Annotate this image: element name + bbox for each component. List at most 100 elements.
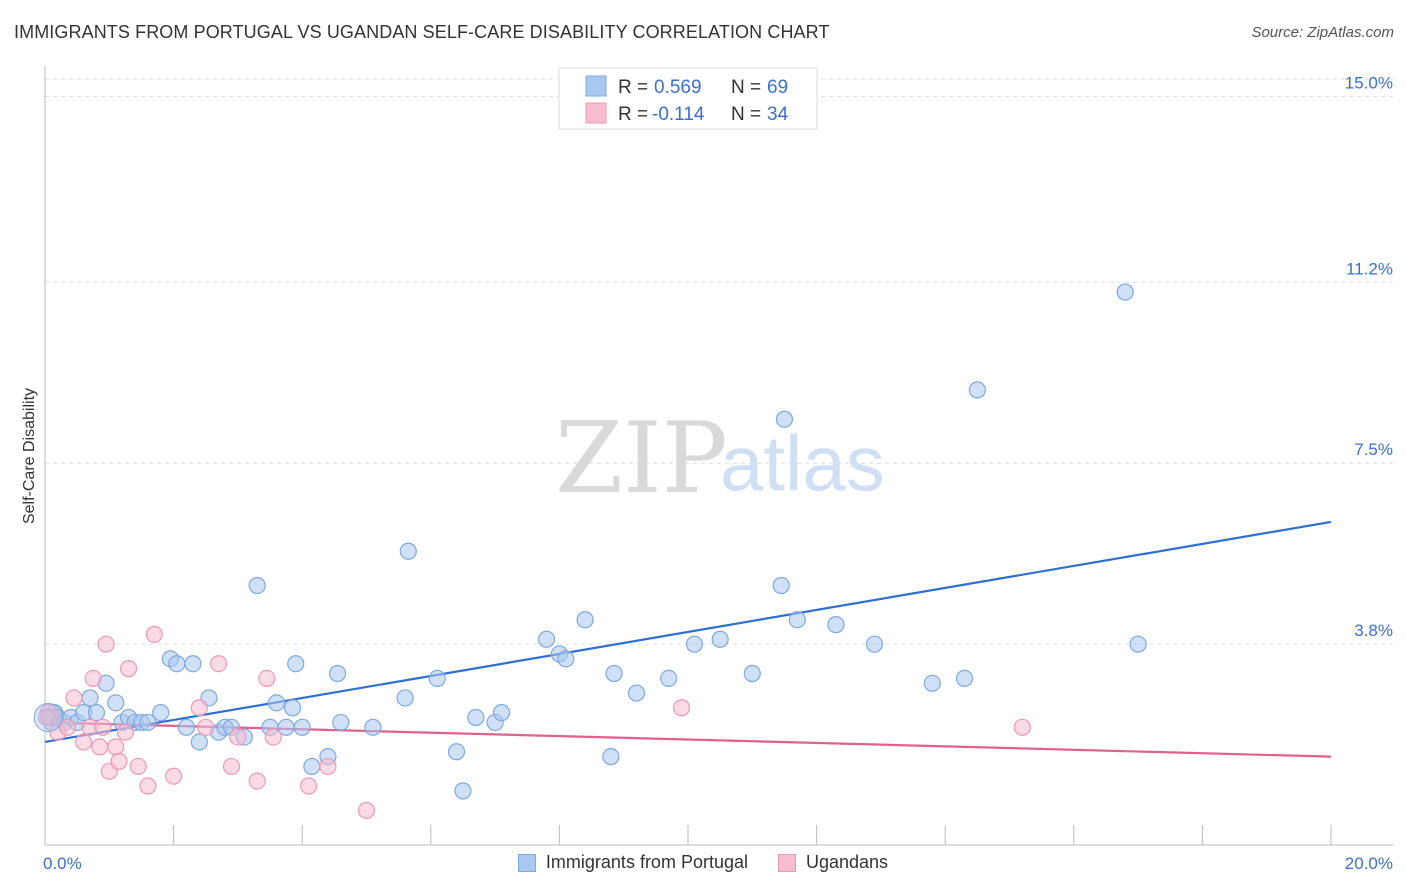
portugal-point xyxy=(293,718,311,736)
portugal-point xyxy=(81,689,99,707)
portugal-point xyxy=(788,611,806,629)
portugal-point xyxy=(328,664,347,683)
legend-n-value-blue: 69 xyxy=(767,77,788,98)
legend-item-portugal: Immigrants from Portugal xyxy=(517,852,748,873)
portugal-point xyxy=(396,689,414,707)
portugal-point xyxy=(685,635,704,653)
portugal-point xyxy=(775,410,794,428)
ugandan-point xyxy=(74,733,93,751)
portugal-point xyxy=(467,708,485,727)
y-tick-label: 11.2% xyxy=(1346,259,1393,278)
ugandan-point xyxy=(357,801,376,820)
portugal-point xyxy=(923,674,941,692)
ugandan-point xyxy=(145,625,163,643)
portugal-point xyxy=(711,630,729,648)
portugal-point xyxy=(399,542,417,560)
ugandan-point xyxy=(248,772,266,790)
portugal-point xyxy=(248,576,266,595)
legend-r-value-blue: 0.569 xyxy=(654,77,702,98)
legend-r-label-blue: R = xyxy=(618,77,648,98)
portugal-point xyxy=(332,713,350,732)
x-tick-label: 0.0% xyxy=(43,854,82,873)
ugandan-point xyxy=(197,718,215,736)
ugandan-point xyxy=(91,738,109,756)
portugal-point xyxy=(303,757,321,776)
portugal-point xyxy=(1129,635,1147,653)
portugal-point xyxy=(576,611,594,629)
legend-item-ugandans: Ugandans xyxy=(777,852,889,873)
portugal-point xyxy=(602,748,620,766)
ugandan-point xyxy=(65,689,83,707)
portugal-point xyxy=(865,635,884,653)
portugal-point xyxy=(190,733,208,751)
portugal-point xyxy=(287,655,305,673)
legend-n-label-blue: N = xyxy=(731,77,761,98)
portugal-point xyxy=(107,694,125,712)
watermark-atlas: atlas xyxy=(720,419,885,507)
ugandan-point xyxy=(129,757,147,776)
ugandan-point xyxy=(222,757,241,776)
portugal-point xyxy=(428,669,446,688)
portugal-point xyxy=(605,664,623,683)
ugandan-trend-line xyxy=(44,721,1332,758)
portugal-point xyxy=(492,704,511,722)
legend-n-label-pink: N = xyxy=(731,104,761,125)
ugandan-point xyxy=(116,723,134,741)
portugal-point xyxy=(627,684,646,702)
legend-label-portugal: Immigrants from Portugal xyxy=(545,852,748,872)
chart-title: IMMIGRANTS FROM PORTUGAL VS UGANDAN SELF… xyxy=(14,22,830,42)
legend-r-value-pink: -0.114 xyxy=(652,104,705,125)
portugal-point xyxy=(152,704,170,722)
portugal-point xyxy=(168,655,186,673)
ugandan-point xyxy=(210,655,228,673)
portugal-point xyxy=(139,713,157,732)
stats-legend: R = 0.569 N = 69 R = -0.114 N = 34 xyxy=(558,67,818,130)
portugal-point xyxy=(743,664,761,683)
portugal-point xyxy=(557,650,575,668)
portugal-point xyxy=(283,699,302,717)
portugal-point xyxy=(968,381,986,399)
y-tick-label: 7.5% xyxy=(1354,440,1393,459)
y-axis-label: Self-Care Disability xyxy=(21,388,38,524)
ugandan-point xyxy=(84,669,102,688)
portugal-point xyxy=(177,718,196,736)
portugal-point xyxy=(827,616,845,634)
x-tick-label: 20.0% xyxy=(1345,854,1393,873)
ugandan-point xyxy=(165,767,183,785)
portugal-trend-line xyxy=(44,520,1332,744)
ugandan-point xyxy=(107,738,125,756)
legend-n-value-pink: 34 xyxy=(767,104,789,125)
portugal-point xyxy=(772,576,790,595)
watermark-zip: ZIP xyxy=(555,402,728,516)
ugandan-point xyxy=(264,728,282,746)
ugandan-point xyxy=(190,699,208,717)
portugal-point xyxy=(87,704,106,722)
portugal-point xyxy=(184,655,202,673)
ugandan-point xyxy=(300,777,318,795)
ugandan-point xyxy=(139,777,157,795)
portugal-point xyxy=(267,694,286,712)
legend-swatch-ugandans xyxy=(777,853,796,872)
ugandan-point xyxy=(1013,718,1031,736)
portugal-point xyxy=(1116,283,1134,301)
portugal-point xyxy=(364,718,382,736)
ugandan-point xyxy=(229,728,247,746)
legend-swatch-blue xyxy=(585,75,607,97)
y-tick-label: 3.8% xyxy=(1354,621,1393,640)
ugandan-point xyxy=(97,635,115,653)
legend-label-ugandans: Ugandans xyxy=(805,852,889,872)
legend-swatch-portugal xyxy=(517,853,536,872)
source-label: Source: ZipAtlas.com xyxy=(1251,24,1394,41)
portugal-point xyxy=(454,782,472,800)
ugandan-point xyxy=(37,708,55,727)
ugandan-point xyxy=(110,752,128,771)
y-tick-label: 15.0% xyxy=(1345,73,1393,92)
ugandan-point xyxy=(94,718,112,736)
portugal-cluster-point xyxy=(33,703,63,733)
portugal-point xyxy=(660,669,678,688)
ugandan-point xyxy=(58,718,77,736)
ugandan-point xyxy=(258,669,276,688)
portugal-point xyxy=(447,743,466,761)
ugandan-point xyxy=(672,699,691,717)
